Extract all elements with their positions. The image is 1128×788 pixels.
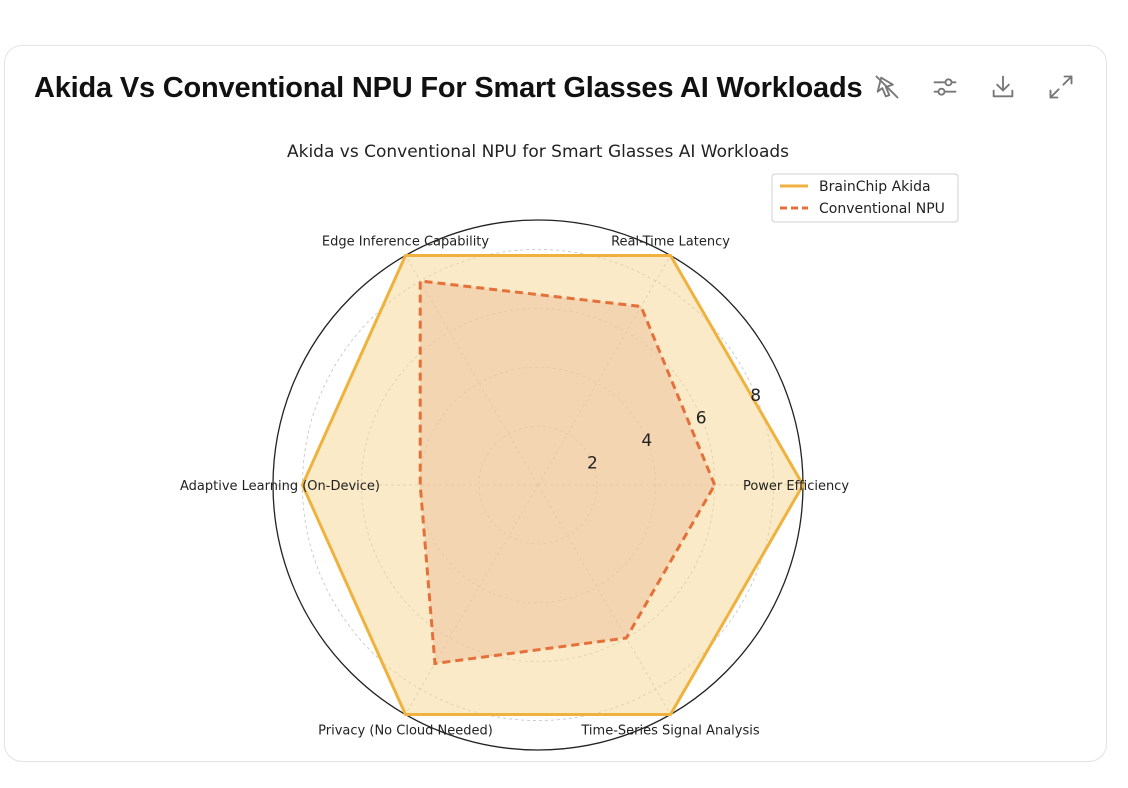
chart-toolbar (872, 74, 1076, 104)
unpin-button[interactable] (872, 74, 902, 104)
r-tick-label: 2 (587, 453, 598, 473)
chart-title: Akida vs Conventional NPU for Smart Glas… (287, 142, 789, 162)
download-icon (989, 73, 1017, 106)
chart-labels: 2 4 6 8 Power Efficiency Real-Time Latency Edg… (180, 234, 849, 738)
category-label: Time-Series Signal Analysis (580, 724, 759, 739)
category-label: Privacy (No Cloud Needed) (318, 724, 493, 739)
legend-label: Conventional NPU (819, 201, 945, 217)
r-tick-label: 8 (750, 386, 761, 406)
download-button[interactable] (988, 74, 1018, 104)
legend-box (771, 173, 959, 223)
sliders-icon (931, 73, 959, 106)
category-label: Edge Inference Capability (322, 234, 490, 249)
filter-settings-button[interactable] (930, 74, 960, 104)
category-label: Real-Time Latency (611, 234, 730, 249)
category-label: Power Efficiency (743, 479, 849, 494)
chart-series (300, 254, 805, 716)
r-tick-label: 6 (696, 408, 707, 428)
series-area (420, 281, 715, 664)
r-tick-label: 4 (641, 431, 652, 451)
chart-legend: BrainChip Akida Conventional NPU (771, 173, 959, 223)
unpin-icon (873, 73, 901, 106)
series-line (418, 279, 717, 666)
series-line (300, 254, 805, 716)
expand-button[interactable] (1046, 74, 1076, 104)
category-label: Adaptive Learning (On-Device) (180, 479, 380, 494)
page-title: Akida Vs Conventional NPU For Smart Glas… (34, 72, 863, 104)
legend-label: BrainChip Akida (819, 179, 931, 195)
expand-icon (1047, 73, 1075, 106)
